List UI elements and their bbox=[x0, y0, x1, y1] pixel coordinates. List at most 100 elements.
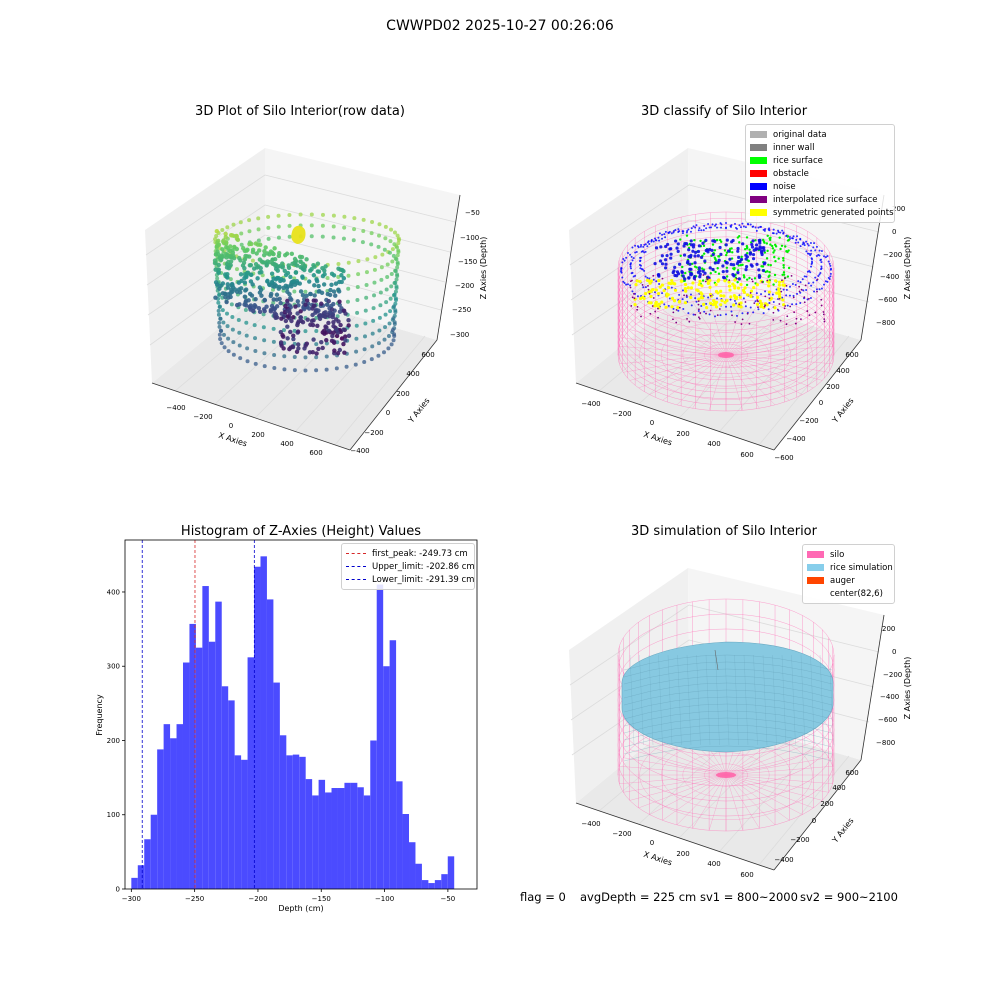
panel1-point-cloud bbox=[212, 212, 401, 373]
noise-point bbox=[694, 226, 697, 229]
noise-point bbox=[635, 251, 638, 254]
noise-point bbox=[742, 297, 745, 300]
symmetric-point bbox=[731, 282, 735, 286]
point-marker bbox=[394, 277, 399, 282]
point-marker bbox=[274, 315, 280, 320]
histogram-x-tick-label: −200 bbox=[248, 895, 267, 903]
noise-point bbox=[732, 263, 736, 267]
silo-floor-ring bbox=[704, 343, 748, 367]
symmetric-point bbox=[647, 301, 651, 305]
point-marker bbox=[228, 277, 233, 282]
silo-floor-spoke bbox=[725, 321, 814, 356]
noise-point bbox=[828, 262, 831, 265]
rice-surface-point bbox=[681, 265, 684, 269]
point-marker bbox=[221, 320, 226, 325]
point-marker bbox=[376, 341, 381, 346]
noise-point bbox=[640, 243, 643, 246]
point-marker bbox=[226, 349, 231, 354]
symmetric-point bbox=[654, 288, 658, 292]
noise-point bbox=[689, 293, 692, 296]
interpolated-point bbox=[647, 288, 650, 291]
noise-point bbox=[812, 281, 815, 284]
symmetric-point bbox=[669, 281, 673, 286]
p2-ytick: −600 bbox=[774, 454, 793, 462]
silo-floor-spoke bbox=[708, 774, 727, 831]
rice-surface-point bbox=[773, 273, 777, 277]
point-marker bbox=[273, 266, 279, 272]
noise-point bbox=[666, 242, 670, 247]
rice-surface-point bbox=[702, 244, 706, 248]
point-marker bbox=[270, 257, 275, 262]
interpolated-point bbox=[772, 318, 775, 321]
point-marker bbox=[240, 246, 246, 251]
panel1-3d-axes: −400 −200 0 200 400 600 −400 −200 0 200 … bbox=[145, 148, 488, 457]
point-marker bbox=[300, 292, 306, 298]
noise-point bbox=[674, 239, 678, 243]
point-marker bbox=[295, 311, 300, 316]
point-marker bbox=[272, 352, 277, 357]
point-marker bbox=[283, 303, 288, 309]
rice-surface-point bbox=[778, 236, 781, 239]
legend-swatch bbox=[750, 196, 767, 203]
point-marker bbox=[372, 293, 377, 298]
symmetric-point bbox=[655, 303, 659, 308]
silo-center-marker bbox=[718, 352, 734, 358]
point-marker bbox=[308, 268, 313, 273]
noise-point bbox=[768, 227, 771, 230]
rice-mesh-line bbox=[623, 675, 833, 692]
noise-point bbox=[820, 287, 823, 290]
point-marker bbox=[373, 255, 378, 260]
interpolated-point bbox=[702, 274, 705, 276]
panel4-title: 3D simulation of Silo Interior bbox=[631, 524, 817, 539]
rice-mesh-line bbox=[623, 703, 833, 720]
noise-point bbox=[736, 270, 740, 275]
rice-surface-point bbox=[766, 249, 769, 253]
noise-point bbox=[795, 303, 798, 306]
noise-point bbox=[744, 305, 747, 308]
point-marker bbox=[372, 267, 377, 272]
noise-point bbox=[744, 257, 748, 261]
rice-mesh-line bbox=[705, 654, 711, 746]
silo-floor-spoke bbox=[676, 304, 727, 356]
silo-floor-spoke bbox=[725, 315, 803, 356]
noise-point bbox=[699, 255, 704, 259]
point-marker bbox=[287, 212, 292, 217]
rice-surface-point bbox=[713, 249, 717, 252]
noise-point bbox=[736, 259, 740, 264]
noise-point bbox=[653, 262, 657, 266]
point-marker bbox=[298, 309, 303, 314]
legend-entry: silo bbox=[807, 548, 890, 561]
rice-surface-point bbox=[748, 248, 751, 251]
histogram-x-tick-label: −100 bbox=[375, 895, 394, 903]
noise-point bbox=[796, 292, 799, 295]
interpolated-point bbox=[823, 320, 826, 323]
noise-point bbox=[642, 245, 645, 248]
point-marker bbox=[314, 355, 319, 360]
rice-surface-point bbox=[742, 274, 746, 277]
point-marker bbox=[328, 287, 333, 293]
noise-point bbox=[707, 296, 710, 299]
point-marker bbox=[272, 365, 277, 370]
symmetric-point bbox=[712, 299, 716, 303]
point-marker bbox=[316, 283, 321, 289]
p1-xtick: 400 bbox=[280, 440, 293, 448]
panel2-classified-points bbox=[620, 221, 832, 358]
silo-floor-spoke bbox=[725, 354, 744, 411]
point-marker bbox=[222, 345, 227, 350]
noise-point bbox=[729, 262, 733, 266]
p4-ytick: 400 bbox=[832, 784, 845, 792]
point-marker bbox=[314, 279, 320, 284]
point-marker bbox=[341, 341, 346, 347]
interpolated-point bbox=[764, 295, 767, 298]
point-marker bbox=[220, 228, 225, 233]
point-marker bbox=[287, 307, 292, 313]
noise-point bbox=[691, 249, 695, 253]
point-marker bbox=[287, 234, 292, 239]
point-marker bbox=[298, 259, 303, 264]
rice-surface-point bbox=[768, 238, 772, 242]
point-marker bbox=[323, 310, 328, 315]
rice-mesh-line bbox=[623, 661, 833, 678]
point-marker bbox=[387, 250, 392, 255]
histogram-bar bbox=[312, 795, 319, 889]
point-marker bbox=[330, 314, 336, 320]
